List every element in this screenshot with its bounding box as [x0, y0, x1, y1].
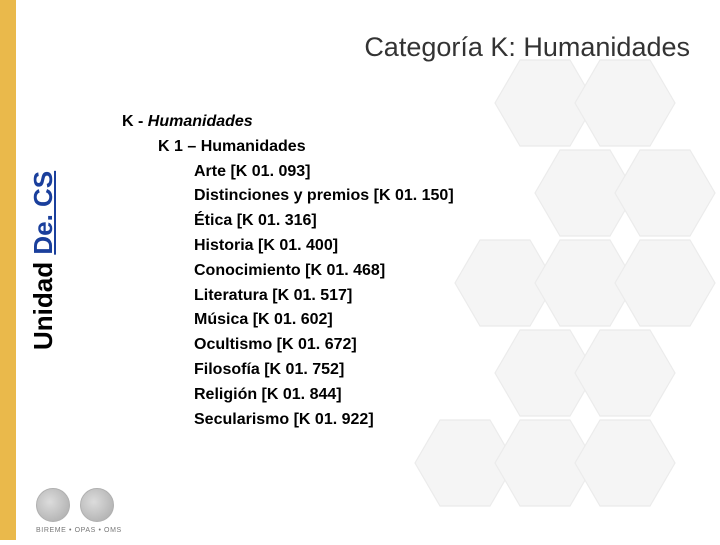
logo-icon: [80, 488, 114, 522]
tree-level1: K - Humanidades: [122, 110, 454, 135]
level1-prefix: K -: [122, 113, 148, 130]
vertical-prefix: Unidad: [28, 255, 58, 350]
tree-item: Filosofía [K 01. 752]: [194, 358, 454, 383]
tree-item: Música [K 01. 602]: [194, 308, 454, 333]
vertical-link[interactable]: De. CS: [28, 171, 58, 255]
tree-item: Arte [K 01. 093]: [194, 160, 454, 185]
accent-stripe: [0, 0, 16, 540]
tree-item: Religión [K 01. 844]: [194, 383, 454, 408]
tree-level2: K 1 – Humanidades: [158, 135, 454, 160]
tree-item: Ética [K 01. 316]: [194, 209, 454, 234]
tree-item: Distinciones y premios [K 01. 150]: [194, 184, 454, 209]
level1-label: Humanidades: [148, 113, 253, 130]
logos-caption: BIREME • OPAS • OMS: [36, 527, 122, 534]
tree-item: Ocultismo [K 01. 672]: [194, 333, 454, 358]
page-title: Categoría K: Humanidades: [364, 32, 690, 63]
tree-item: Historia [K 01. 400]: [194, 234, 454, 259]
hierarchy-content: K - Humanidades K 1 – Humanidades Arte […: [122, 110, 454, 432]
tree-item: Literatura [K 01. 517]: [194, 284, 454, 309]
tree-item: Conocimiento [K 01. 468]: [194, 259, 454, 284]
logo-icon: [36, 488, 70, 522]
tree-item: Secularismo [K 01. 922]: [194, 408, 454, 433]
vertical-unit-label: Unidad De. CS: [28, 171, 59, 350]
org-logos: [36, 488, 114, 522]
